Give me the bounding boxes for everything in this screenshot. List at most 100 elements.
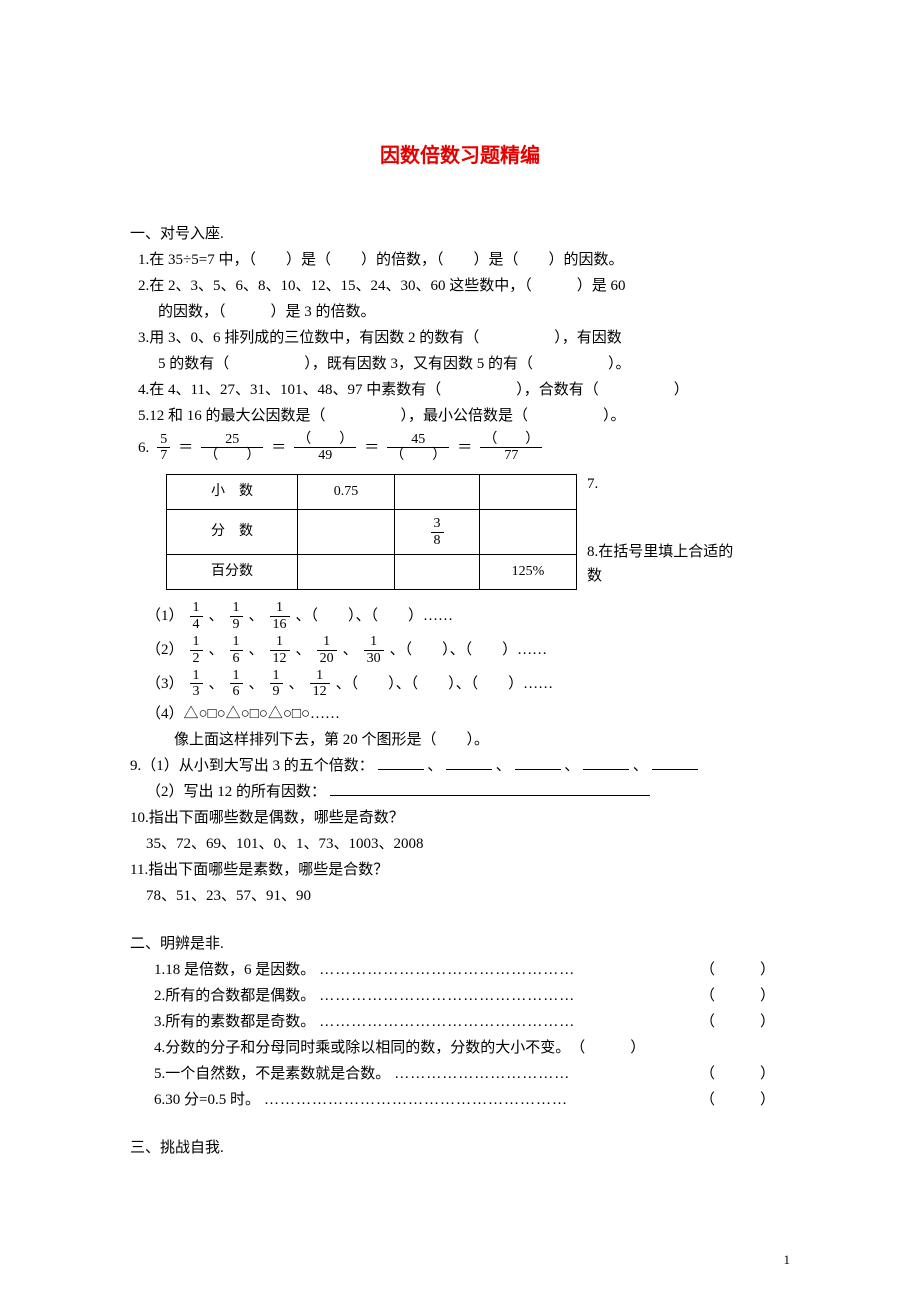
eq: ＝ [364, 436, 379, 460]
q3-line2: 5 的数有（ ），既有因数 3，又有因数 5 的有（ ）。 [130, 352, 790, 376]
tf-paren: （ ） [700, 1088, 790, 1112]
frac-den: 6 [230, 651, 243, 666]
tf-dots: ………………………………………… [315, 958, 700, 982]
q6-frac1: 5 7 [157, 432, 170, 464]
frac-den: 12 [310, 684, 330, 699]
q9-line2: （2）写出 12 的所有因数： [130, 780, 790, 804]
tf-item: 1.18 是倍数，6 是因数。 ………………………………………… （ ） [130, 958, 790, 982]
frac-den: （ ） [387, 448, 449, 463]
frac-num: 1 [190, 668, 203, 684]
frac: 112 [310, 668, 330, 700]
eq: ＝ [271, 436, 286, 460]
seq4-line1: （4）△○□○△○□○△○□○…… [130, 702, 790, 726]
frac-num: 1 [230, 600, 243, 616]
tf-text: 5.一个自然数，不是素数就是合数。 [154, 1062, 390, 1086]
tf-dots: ………………………………………… [315, 1010, 700, 1034]
frac-num: 5 [157, 432, 170, 448]
frac-num: 1 [317, 634, 337, 650]
cell [298, 554, 395, 589]
frac-den: 4 [190, 617, 203, 632]
tf-paren: （ ） [700, 984, 790, 1008]
frac: 16 [230, 668, 243, 700]
sep: 、 [496, 758, 511, 774]
sep: 、 [209, 604, 224, 628]
frac-den: 3 [190, 684, 203, 699]
q2-line1: 2.在 2、3、5、6、8、10、12、15、24、30、60 这些数中，（ ）… [130, 274, 790, 298]
cell [395, 554, 480, 589]
sep: 、 [249, 672, 264, 696]
cell: 125% [480, 554, 577, 589]
q11-line1: 11.指出下面哪些是素数，哪些是合数？ [130, 858, 790, 882]
frac-num: 45 [387, 432, 449, 448]
sep: 、 [249, 638, 264, 662]
frac-num: 1 [270, 600, 290, 616]
sep: 、 [343, 638, 358, 662]
frac-num: 1 [310, 668, 330, 684]
sep: 、 [633, 758, 648, 774]
seq3: （3） 13 、 16 、 19 、 112 、（ ）、（ ）、（ ）…… [130, 668, 790, 700]
q6: 6. 5 7 ＝ 25 （ ） ＝ （ ） 49 ＝ 45 （ ） ＝ （ ） … [130, 432, 790, 464]
frac: 13 [190, 668, 203, 700]
q2-line2: 的因数，（ ）是 3 的倍数。 [130, 300, 790, 324]
q6-lead: 6. [138, 436, 149, 460]
q6-frac3: （ ） 49 [294, 432, 356, 464]
tf-item: 6.30 分=0.5 时。 ………………………………………………… （ ） [130, 1088, 790, 1112]
frac: 120 [317, 634, 337, 666]
frac: 19 [270, 668, 283, 700]
frac-den: 12 [270, 651, 290, 666]
frac-num: 1 [190, 600, 203, 616]
frac-den: 7 [157, 448, 170, 463]
frac: 116 [270, 600, 290, 632]
blank [652, 754, 698, 770]
tf-item: 5.一个自然数，不是素数就是合数。 …………………………… （ ） [130, 1062, 790, 1086]
frac-den: 30 [364, 651, 384, 666]
frac-num: （ ） [480, 432, 542, 448]
frac-num: 1 [230, 634, 243, 650]
frac: 14 [190, 600, 203, 632]
seq-lead: （3） [146, 672, 184, 696]
sep: 、 [209, 672, 224, 696]
tf-paren: （ ） [700, 1062, 790, 1086]
q6-frac2: 25 （ ） [201, 432, 263, 464]
frac: 130 [364, 634, 384, 666]
q3-line1: 3.用 3、0、6 排列成的三位数中，有因数 2 的数有（ ），有因数 [130, 326, 790, 350]
cell [480, 474, 577, 509]
frac-num: 1 [270, 634, 290, 650]
seq2: （2） 12 、 16 、 112 、 120 、 130 、（ ）、（ ）…… [130, 634, 790, 666]
seq1: （1） 14 、 19 、 116 、（ ）、（ ）…… [130, 600, 790, 632]
tf-dots: ………………………………………………… [260, 1088, 700, 1112]
tf-text: 3.所有的素数都是奇数。 [154, 1010, 315, 1034]
sep: 、 [564, 758, 579, 774]
cell-frac: 3 8 [431, 516, 444, 548]
tf-item: 3.所有的素数都是奇数。 ………………………………………… （ ） [130, 1010, 790, 1034]
q9a-text: 9.（1）从小到大写出 3 的五个倍数： [130, 758, 374, 774]
q10-line1: 10.指出下面哪些数是偶数，哪些是奇数？ [130, 806, 790, 830]
frac-num: 1 [190, 634, 203, 650]
frac-den: 16 [270, 617, 290, 632]
cell-percent-label: 百分数 [167, 554, 298, 589]
frac-den: 6 [230, 684, 243, 699]
tf-paren: （ ） [700, 1010, 790, 1034]
sep: 、 [249, 604, 264, 628]
table-row: 百分数 125% [167, 554, 577, 589]
sep: 、 [289, 672, 304, 696]
blank [515, 754, 561, 770]
page: 因数倍数习题精编 一、对号入座. 1.在 35÷5=7 中，（ ）是（ ）的倍数… [0, 0, 920, 1222]
sep: 、 [209, 638, 224, 662]
frac-den: 49 [294, 448, 356, 463]
eq: ＝ [457, 436, 472, 460]
frac-num: 25 [201, 432, 263, 448]
tf-text: 4.分数的分子和分母同时乘或除以相同的数，分数的大小不变。 [154, 1036, 570, 1060]
cell-decimal-label: 小 数 [167, 474, 298, 509]
page-number: 1 [0, 1222, 920, 1288]
cell: 0.75 [298, 474, 395, 509]
blank [446, 754, 492, 770]
seq4-line2: 像上面这样排列下去，第 20 个图形是（ ）。 [130, 728, 790, 752]
cell [480, 510, 577, 555]
cell: 3 8 [395, 510, 480, 555]
sep: 、 [296, 638, 311, 662]
q11-line2: 78、51、23、57、91、90 [130, 884, 790, 908]
tf-text: 1.18 是倍数，6 是因数。 [154, 958, 315, 982]
page-title: 因数倍数习题精编 [130, 140, 790, 172]
tf-item: 4.分数的分子和分母同时乘或除以相同的数，分数的大小不变。 （ ） [130, 1036, 790, 1060]
